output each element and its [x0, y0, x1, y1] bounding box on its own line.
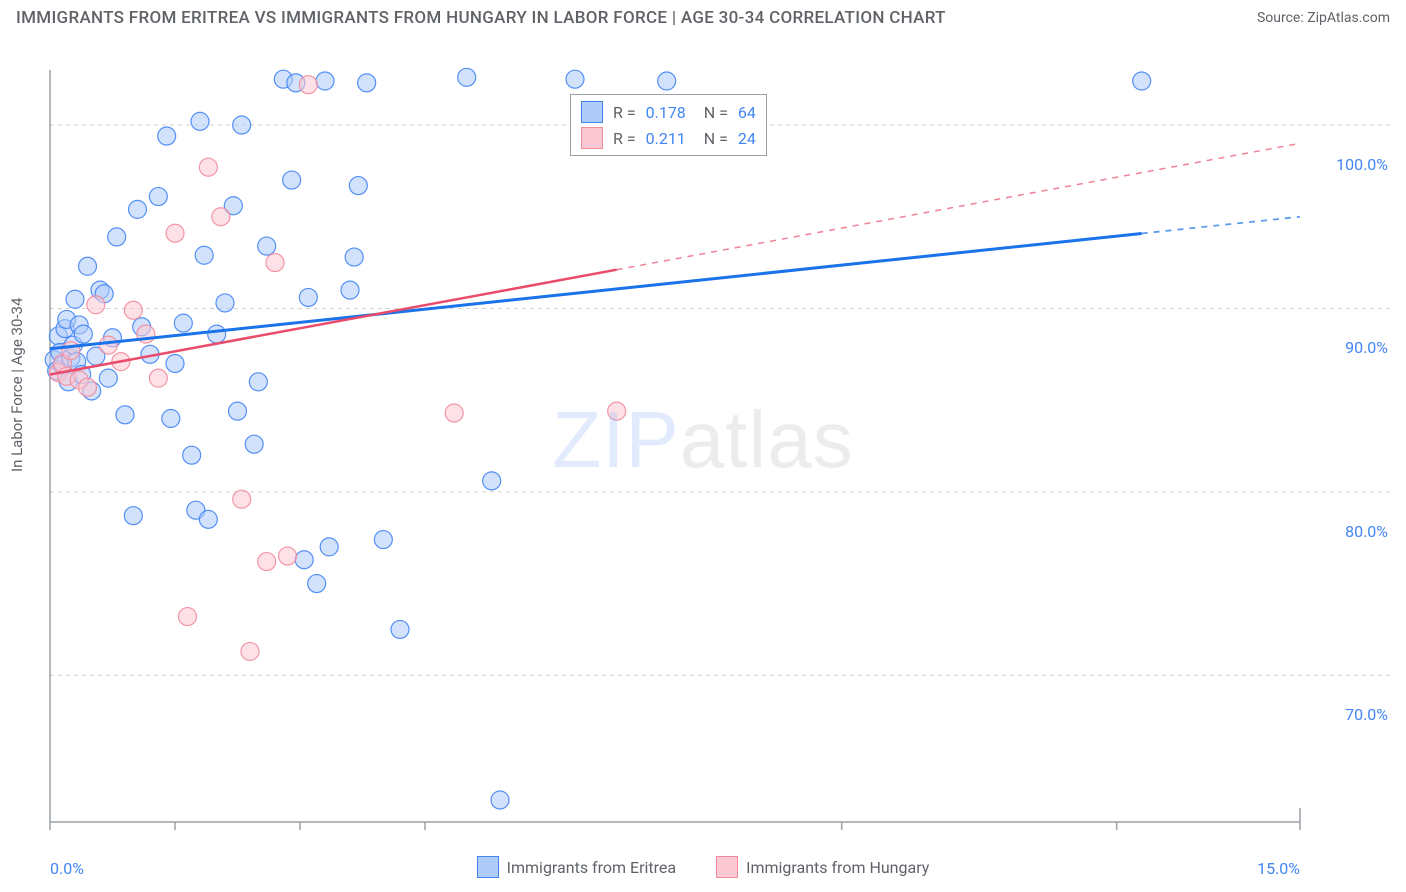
x-tick-max: 15.0%	[1257, 859, 1300, 878]
y-tick-label: 80.0%	[1345, 522, 1388, 541]
correl-swatch	[581, 127, 603, 149]
legend-item-hungary: Immigrants from Hungary	[716, 856, 929, 878]
chart-title: IMMIGRANTS FROM ERITREA VS IMMIGRANTS FR…	[16, 8, 946, 28]
y-tick-label: 70.0%	[1345, 705, 1388, 724]
correl-text: 64	[738, 103, 756, 122]
correl-text: N =	[696, 103, 728, 122]
legend-item-eritrea: Immigrants from Eritrea	[477, 856, 676, 878]
correl-text: 24	[738, 129, 756, 148]
title-bar: IMMIGRANTS FROM ERITREA VS IMMIGRANTS FR…	[0, 0, 1406, 32]
legend-swatch-eritrea	[477, 856, 499, 878]
x-tick-min: 0.0%	[50, 859, 84, 878]
correl-text: R =	[613, 129, 636, 148]
y-tick-label: 90.0%	[1345, 338, 1388, 357]
series-legend: Immigrants from Eritrea Immigrants from …	[0, 856, 1406, 878]
source-label: Source:	[1257, 10, 1307, 26]
correl-row-eritrea: R = 0.178 N = 64	[579, 99, 758, 125]
correl-row-hungary: R = 0.211 N = 24	[579, 125, 758, 151]
legend-swatch-hungary	[716, 856, 738, 878]
correlation-legend: R = 0.178 N = 64 R = 0.211 N = 24	[570, 94, 767, 156]
correl-text: 0.178	[646, 103, 686, 122]
correl-text: N =	[696, 129, 728, 148]
legend-label-hungary: Immigrants from Hungary	[746, 858, 929, 877]
y-axis-label: In Labor Force | Age 30-34	[8, 298, 26, 472]
chart-area: In Labor Force | Age 30-34 ZIPatlas R =0…	[0, 32, 1406, 882]
source: Source: ZipAtlas.com	[1257, 10, 1390, 26]
source-value: ZipAtlas.com	[1307, 10, 1390, 26]
correl-text: 0.211	[646, 129, 686, 148]
y-tick-label: 100.0%	[1336, 155, 1388, 174]
correl-text: R =	[613, 103, 636, 122]
correl-swatch	[581, 101, 603, 123]
legend-label-eritrea: Immigrants from Eritrea	[507, 858, 676, 877]
